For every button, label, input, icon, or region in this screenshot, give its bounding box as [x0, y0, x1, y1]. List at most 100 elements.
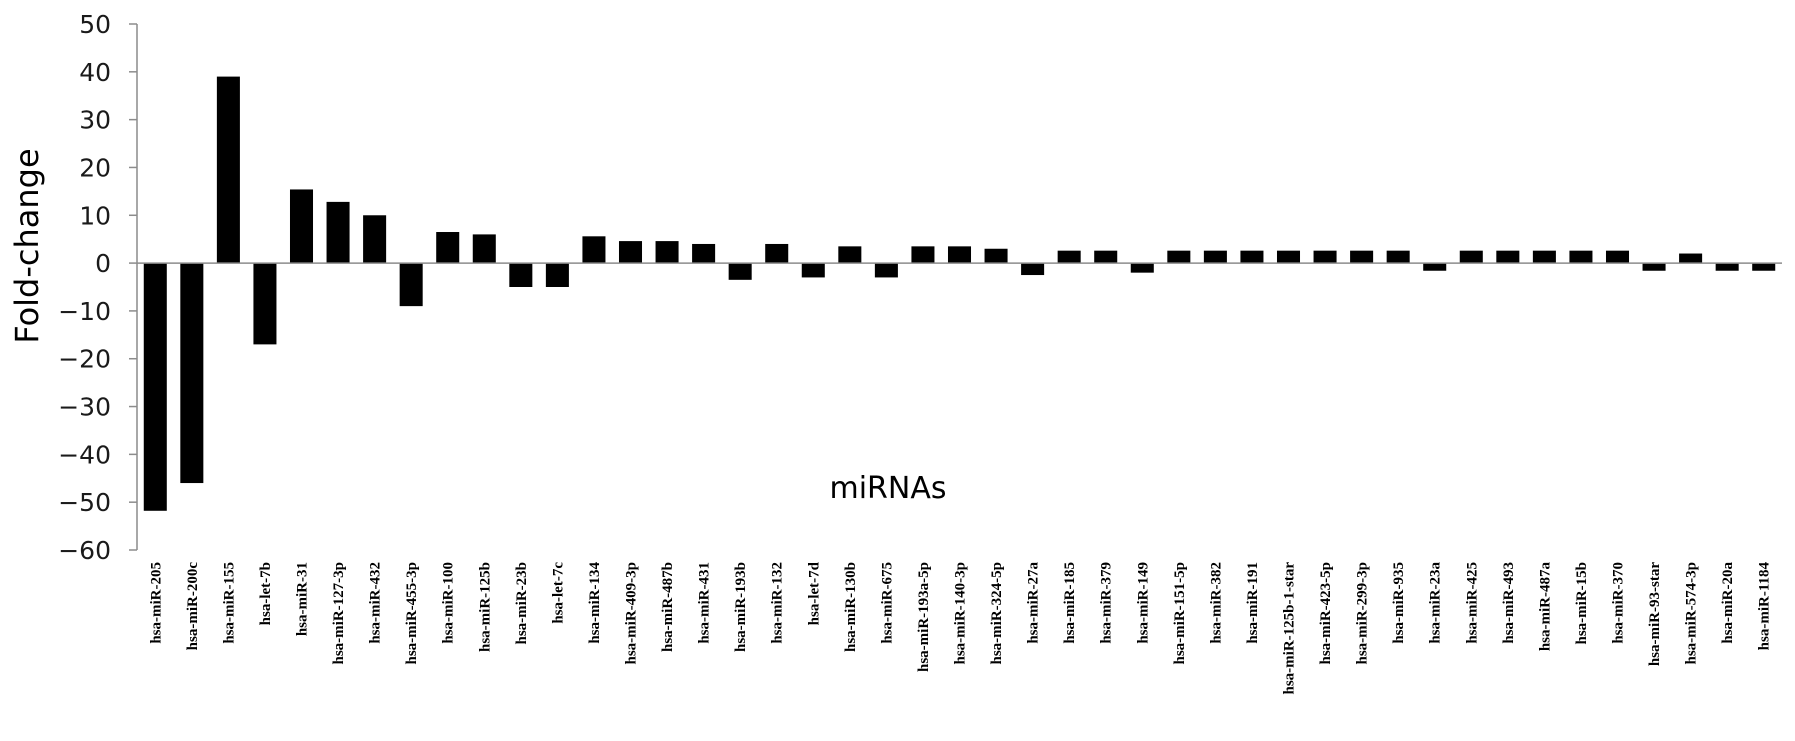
category-label: hsa-miR-191	[1245, 562, 1261, 644]
bars	[143, 76, 1776, 511]
bar-hsa-miR-382	[1203, 250, 1227, 264]
category-label: hsa-miR-15b	[1574, 562, 1590, 645]
category-label: hsa-miR-27a	[1026, 562, 1042, 644]
category-label: hsa-miR-935	[1391, 562, 1407, 644]
bar-hsa-let-7b	[253, 263, 277, 345]
category-label: hsa-miR-409-3p	[624, 562, 640, 665]
category-label: hsa-let-7c	[550, 562, 566, 624]
category-label: hsa-miR-425	[1464, 562, 1480, 644]
category-label: hsa-miR-193b	[733, 562, 749, 652]
category-label: hsa-let-7b	[258, 562, 274, 625]
bar-hsa-miR-487a	[1532, 250, 1556, 264]
category-label: hsa-miR-151-5p	[1172, 562, 1188, 665]
bar-hsa-miR-20a	[1715, 263, 1739, 271]
category-label: hsa-miR-125b-1-star	[1282, 562, 1298, 695]
bar-hsa-miR-432	[363, 215, 387, 264]
bar-hsa-miR-299-3p	[1350, 250, 1374, 264]
category-label: hsa-miR-140-3p	[953, 562, 969, 665]
bar-hsa-miR-487b	[655, 241, 679, 264]
bar-hsa-miR-140-3p	[947, 246, 972, 264]
category-label: hsa-miR-382	[1208, 562, 1224, 644]
x-axis-title: miRNAs	[830, 471, 947, 506]
category-label: hsa-miR-205	[148, 562, 164, 644]
category-label: hsa-miR-31	[295, 562, 311, 636]
y-tick-label: −30	[58, 393, 111, 422]
bar-hsa-miR-191	[1240, 250, 1264, 264]
bar-hsa-miR-205	[143, 263, 167, 511]
y-tick-label: −20	[58, 345, 111, 374]
bar-hsa-let-7c	[545, 263, 569, 287]
category-label: hsa-miR-23a	[1428, 562, 1444, 644]
category-label: hsa-miR-149	[1135, 562, 1151, 644]
y-tick-label: 0	[95, 249, 111, 278]
category-label: hsa-miR-487a	[1537, 562, 1553, 652]
bar-hsa-miR-185	[1057, 250, 1081, 264]
category-label: hsa-miR-379	[1099, 562, 1115, 644]
y-tick-label: 50	[79, 10, 111, 39]
category-label: hsa-miR-127-3p	[331, 562, 347, 665]
bar-hsa-miR-1184	[1752, 263, 1776, 271]
bar-hsa-miR-127-3p	[326, 201, 350, 264]
bar-hsa-miR-409-3p	[618, 241, 643, 264]
category-label: hsa-let-7d	[806, 561, 822, 625]
bar-hsa-miR-130b	[838, 246, 862, 264]
category-label: hsa-miR-493	[1501, 562, 1517, 644]
bar-hsa-miR-155	[216, 76, 240, 264]
category-label: hsa-miR-675	[879, 562, 895, 644]
category-label: hsa-miR-431	[697, 562, 713, 644]
category-label: hsa-miR-185	[1062, 562, 1078, 644]
category-label: hsa-miR-130b	[843, 562, 859, 652]
category-label: hsa-miR-23b	[514, 562, 530, 645]
y-tick-label: 40	[79, 58, 111, 87]
bar-hsa-miR-675	[874, 263, 898, 278]
bar-hsa-miR-15b	[1569, 250, 1593, 264]
bar-hsa-miR-574-3p	[1679, 253, 1703, 264]
bar-hsa-miR-193b	[728, 263, 752, 280]
bar-hsa-miR-193a-5p	[911, 246, 935, 264]
category-label: hsa-miR-125b	[477, 562, 493, 652]
y-tick-label: 10	[79, 201, 111, 230]
bar-hsa-miR-423-5p	[1313, 250, 1337, 264]
category-label: hsa-miR-455-3p	[404, 562, 420, 665]
bar-hsa-miR-151-5p	[1167, 250, 1191, 264]
category-label: hsa-miR-200c	[185, 562, 201, 651]
bar-hsa-miR-935	[1386, 250, 1410, 264]
category-label: hsa-miR-193a-5p	[916, 562, 932, 672]
y-axis-title: Fold-change	[8, 148, 46, 343]
category-label: hsa-miR-155	[221, 562, 237, 644]
category-label: hsa-miR-432	[368, 562, 384, 644]
y-tick-label: −10	[58, 297, 111, 326]
category-label: hsa-miR-1184	[1757, 562, 1773, 651]
bar-hsa-miR-149	[1130, 263, 1154, 273]
bar-hsa-miR-493	[1496, 250, 1520, 264]
bar-hsa-let-7d	[801, 263, 825, 278]
bar-hsa-miR-425	[1459, 250, 1483, 264]
bar-hsa-miR-200c	[180, 263, 204, 484]
bar-hsa-miR-132	[765, 243, 789, 264]
bar-hsa-miR-431	[692, 243, 716, 264]
bar-hsa-miR-23a	[1423, 263, 1447, 271]
bar-hsa-miR-370	[1605, 250, 1630, 264]
y-tick-label: −40	[58, 440, 111, 469]
category-labels: hsa-miR-205 hsa-miR-200c hsa-miR-155 hsa-le…	[148, 561, 1772, 694]
category-label: hsa-miR-20a	[1720, 562, 1736, 644]
category-label: hsa-miR-487b	[660, 562, 676, 652]
category-label: hsa-miR-423-5p	[1318, 562, 1334, 665]
bar-hsa-miR-134	[582, 236, 606, 264]
bar-hsa-miR-324-5p	[984, 248, 1008, 264]
y-tick-label: 30	[79, 106, 111, 135]
bar-hsa-miR-379	[1094, 250, 1118, 264]
category-label: hsa-miR-299-3p	[1355, 562, 1371, 665]
category-label: hsa-miR-93-star	[1647, 562, 1663, 666]
y-tick-label: 20	[79, 153, 111, 182]
category-label: hsa-miR-134	[587, 562, 603, 644]
bar-hsa-miR-100	[436, 232, 460, 264]
category-label: hsa-miR-574-3p	[1684, 562, 1700, 665]
y-axis-ticks: 50 40 30 20 10 0 −10 −20 −30 −40 −50 −60	[58, 10, 137, 565]
bar-hsa-miR-93-star	[1642, 263, 1666, 271]
bar-hsa-miR-27a	[1021, 263, 1045, 276]
bar-hsa-miR-125b-1-star	[1276, 250, 1301, 264]
bar-hsa-miR-31	[289, 189, 314, 264]
bar-hsa-miR-455-3p	[399, 263, 423, 307]
